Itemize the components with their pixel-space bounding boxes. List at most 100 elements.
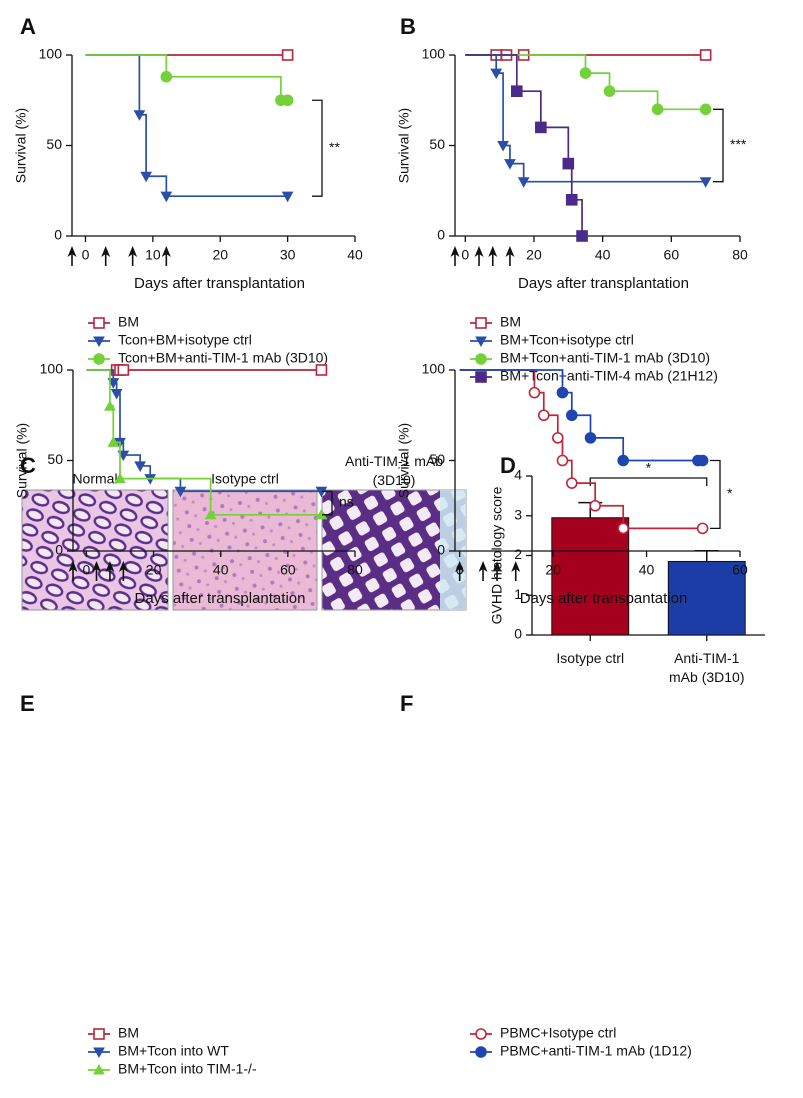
- marker: [281, 191, 294, 203]
- x-tick-label: 40: [347, 247, 363, 263]
- significance-bracket: [589, 477, 708, 486]
- x-tick-label: 80: [347, 562, 363, 578]
- x-tick-label: 20: [212, 247, 228, 263]
- marker: [281, 49, 294, 61]
- treatment-arrowhead: [511, 561, 521, 572]
- marker: [133, 110, 146, 121]
- legend-label: BM+Tcon into WT: [118, 1043, 229, 1059]
- survival-curve: [465, 54, 706, 183]
- histology-image: [440, 490, 466, 610]
- marker: [93, 1047, 105, 1059]
- x-tick-label: 20: [146, 562, 162, 578]
- marker: [528, 386, 541, 399]
- significance-label: **: [329, 139, 340, 155]
- axis-line: [71, 55, 355, 237]
- x-tick-label: 10: [145, 247, 161, 263]
- marker: [651, 103, 664, 116]
- marker: [589, 499, 601, 512]
- marker: [699, 103, 712, 116]
- y-tick-label: 0: [437, 227, 445, 243]
- y-tick-label: 50: [47, 451, 63, 467]
- marker: [617, 454, 629, 467]
- y-tick-label: 100: [422, 361, 446, 377]
- treatment-arrowhead: [67, 246, 77, 257]
- marker: [475, 1028, 487, 1040]
- legend-label: BM: [118, 314, 139, 330]
- y-tick-label: 1: [514, 586, 522, 602]
- marker: [475, 371, 487, 383]
- significance-bracket: [322, 490, 333, 516]
- marker: [107, 378, 120, 389]
- histology-image: [21, 489, 169, 611]
- marker: [174, 486, 187, 498]
- marker: [556, 386, 569, 399]
- marker: [114, 472, 126, 484]
- x-axis-label: Days after transpantation: [520, 590, 688, 607]
- x-tick-label-box: Anti-TIM-1 mAb (3D10): [669, 650, 744, 685]
- panel-letter: C: [20, 453, 36, 478]
- marker: [579, 67, 592, 79]
- y-axis-label: Survival (%): [396, 108, 412, 183]
- image-label: Isotype ctrl: [211, 471, 279, 487]
- marker: [584, 432, 597, 444]
- panel-letter: F: [400, 691, 413, 716]
- significance-label: *: [646, 460, 652, 476]
- x-tick-label: 0: [83, 562, 91, 578]
- marker: [551, 432, 564, 444]
- treatment-arrowhead: [105, 561, 115, 572]
- bar: [667, 560, 746, 636]
- panel-letter: B: [400, 14, 416, 39]
- marker: [117, 450, 130, 462]
- x-axis-label: Days after transplantation: [518, 275, 689, 292]
- treatment-arrowhead: [128, 246, 138, 257]
- y-tick-label: 0: [514, 626, 522, 642]
- marker: [696, 522, 709, 535]
- y-tick-label: 0: [437, 542, 445, 558]
- marker: [160, 191, 173, 203]
- marker: [517, 177, 530, 188]
- survival-curve: [85, 54, 288, 102]
- x-tick-label: 40: [595, 247, 611, 263]
- marker: [107, 436, 120, 447]
- axis-line: [454, 55, 740, 237]
- marker: [497, 141, 509, 152]
- image-label: Normal: [72, 471, 117, 487]
- x-tick-label: 0: [82, 247, 90, 263]
- legend-label: BM+Tcon+anti-TIM-1 mAb (3D10): [500, 350, 710, 366]
- y-tick-label: 100: [39, 46, 63, 62]
- marker: [566, 477, 578, 489]
- y-tick-label: 0: [55, 542, 63, 558]
- marker: [104, 400, 116, 411]
- x-tick-label: 60: [732, 562, 748, 578]
- marker: [204, 508, 217, 520]
- marker: [537, 409, 550, 422]
- treatment-arrowhead: [101, 246, 111, 257]
- y-tick-label: 50: [429, 451, 445, 467]
- treatment-arrowhead: [450, 246, 460, 257]
- treatment-arrowhead: [68, 561, 78, 572]
- legend-label: BM: [118, 1025, 139, 1041]
- y-axis-label: GVHD histology score: [489, 486, 505, 624]
- treatment-arrowhead: [92, 561, 101, 572]
- marker: [475, 353, 487, 365]
- panel-letter: A: [20, 14, 36, 39]
- marker: [475, 336, 487, 348]
- legend-label: Tcon+BM+anti-TIM-1 mAb (3D10): [118, 350, 328, 366]
- marker: [315, 364, 328, 376]
- y-axis-label: Survival (%): [396, 423, 412, 498]
- treatment-arrowhead: [161, 246, 171, 257]
- y-axis-label: Survival (%): [14, 423, 30, 498]
- marker: [475, 317, 487, 329]
- x-tick-label: 40: [213, 562, 229, 578]
- x-tick-label: 0: [461, 247, 469, 263]
- x-tick-label: 40: [639, 562, 655, 578]
- treatment-arrowhead: [474, 246, 484, 257]
- treatment-arrowhead: [455, 561, 465, 572]
- marker: [565, 194, 578, 206]
- marker: [281, 94, 294, 107]
- significance-bracket: [312, 99, 323, 197]
- marker: [160, 70, 173, 83]
- marker: [93, 1063, 105, 1075]
- y-tick-label: 0: [54, 227, 62, 243]
